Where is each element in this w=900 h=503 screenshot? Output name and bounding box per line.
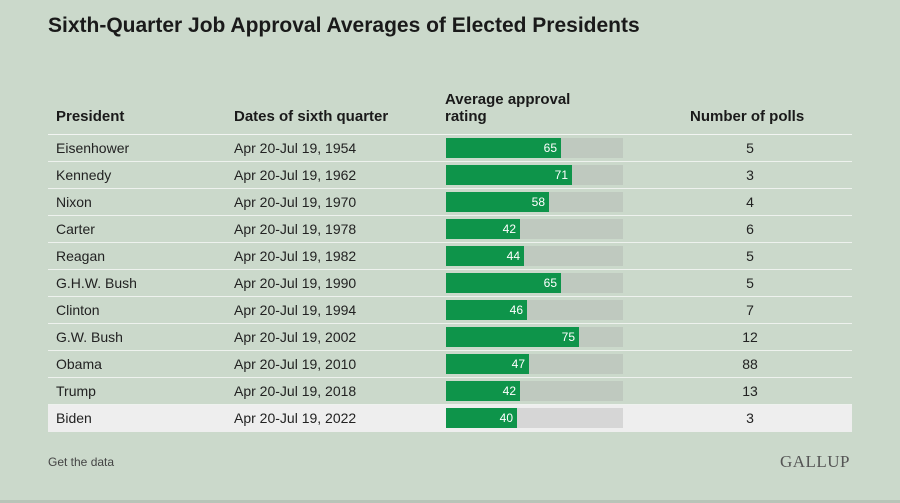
president-name: Obama [56,356,102,372]
approval-bar-track: 75 [446,327,623,347]
approval-bar-track: 65 [446,138,623,158]
president-name: Kennedy [56,167,112,183]
quarter-dates: Apr 20-Jul 19, 1978 [234,221,357,237]
approval-bar [446,273,561,293]
president-name: Biden [56,410,92,426]
approval-value-label: 42 [502,384,516,398]
approval-bar-track: 46 [446,300,623,320]
poll-count: 3 [746,410,754,426]
quarter-dates: Apr 20-Jul 19, 1970 [234,194,357,210]
quarter-dates: Apr 20-Jul 19, 1954 [234,140,357,156]
president-name: Carter [56,221,95,237]
approval-value-label: 71 [554,168,568,182]
header-number-of-polls: Number of polls [690,108,805,125]
header-president: President [56,108,125,125]
quarter-dates: Apr 20-Jul 19, 2018 [234,383,357,399]
president-name: Clinton [56,302,100,318]
approval-bar-track: 58 [446,192,623,212]
president-name: Reagan [56,248,106,264]
president-name: G.H.W. Bush [56,275,137,291]
header-average-approval: Average approval rating [445,91,571,125]
poll-count: 5 [746,140,754,156]
quarter-dates: Apr 20-Jul 19, 2010 [234,356,357,372]
gallup-logo: GALLUP [779,452,850,471]
quarter-dates: Apr 20-Jul 19, 1982 [234,248,357,264]
quarter-dates: Apr 20-Jul 19, 1994 [234,302,357,318]
approval-bar-track: 71 [446,165,623,185]
table-row: Trump Apr 20-Jul 19, 2018 42 13 [48,378,852,405]
table-row: Reagan Apr 20-Jul 19, 1982 44 5 [48,243,852,270]
approval-bar-track: 47 [446,354,623,374]
poll-count: 13 [742,383,758,399]
approval-bar [446,192,549,212]
approval-bar-track: 44 [446,246,623,266]
president-name: Trump [56,383,96,399]
approval-value-label: 44 [506,249,520,263]
approval-bar-track: 65 [446,273,623,293]
quarter-dates: Apr 20-Jul 19, 2002 [234,329,357,345]
poll-count: 6 [746,221,754,237]
approval-bar [446,381,520,401]
approval-bar-track: 42 [446,219,623,239]
table-row: Eisenhower Apr 20-Jul 19, 1954 65 5 [48,135,852,162]
table-row: Biden Apr 20-Jul 19, 2022 40 3 [48,405,852,432]
table-row: Clinton Apr 20-Jul 19, 1994 46 7 [48,297,852,324]
quarter-dates: Apr 20-Jul 19, 1990 [234,275,357,291]
table-row: Nixon Apr 20-Jul 19, 1970 58 4 [48,189,852,216]
approval-bar [446,327,579,347]
president-name: Eisenhower [56,140,130,156]
quarter-dates: Apr 20-Jul 19, 1962 [234,167,357,183]
approval-value-label: 75 [561,330,575,344]
table-header: President Dates of sixth quarter Average… [48,88,852,135]
approval-bar [446,138,561,158]
table-body: Eisenhower Apr 20-Jul 19, 1954 65 5 Kennedy A… [48,135,852,432]
approval-value-label: 40 [499,411,513,425]
approval-value-label: 46 [509,303,523,317]
approval-bar-track: 42 [446,381,623,401]
poll-count: 3 [746,167,754,183]
table-row: Carter Apr 20-Jul 19, 1978 42 6 [48,216,852,243]
chart-title: Sixth-Quarter Job Approval Averages of E… [48,14,640,37]
approval-bar [446,165,572,185]
poll-count: 88 [742,356,758,372]
approval-table: President Dates of sixth quarter Average… [48,88,852,432]
table-row: G.W. Bush Apr 20-Jul 19, 2002 75 12 [48,324,852,351]
approval-bar [446,219,520,239]
quarter-dates: Apr 20-Jul 19, 2022 [234,410,357,426]
poll-count: 5 [746,275,754,291]
approval-value-label: 65 [543,276,557,290]
approval-bar [446,300,527,320]
approval-value-label: 58 [531,195,545,209]
approval-bar [446,246,524,266]
president-name: Nixon [56,194,92,210]
approval-value-label: 47 [511,357,525,371]
header-dates: Dates of sixth quarter [234,108,389,125]
poll-count: 5 [746,248,754,264]
approval-bar [446,354,529,374]
approval-value-label: 42 [502,222,516,236]
table-row: Kennedy Apr 20-Jul 19, 1962 71 3 [48,162,852,189]
approval-bar [446,408,517,428]
approval-value-label: 65 [543,141,557,155]
get-the-data-link[interactable]: Get the data [48,455,115,469]
bottom-divider [0,500,900,503]
president-name: G.W. Bush [56,329,123,345]
table-row: G.H.W. Bush Apr 20-Jul 19, 1990 65 5 [48,270,852,297]
approval-bar-track: 40 [446,408,623,428]
table-row: Obama Apr 20-Jul 19, 2010 47 88 [48,351,852,378]
poll-count: 12 [742,329,758,345]
poll-count: 7 [746,302,754,318]
poll-count: 4 [746,194,754,210]
